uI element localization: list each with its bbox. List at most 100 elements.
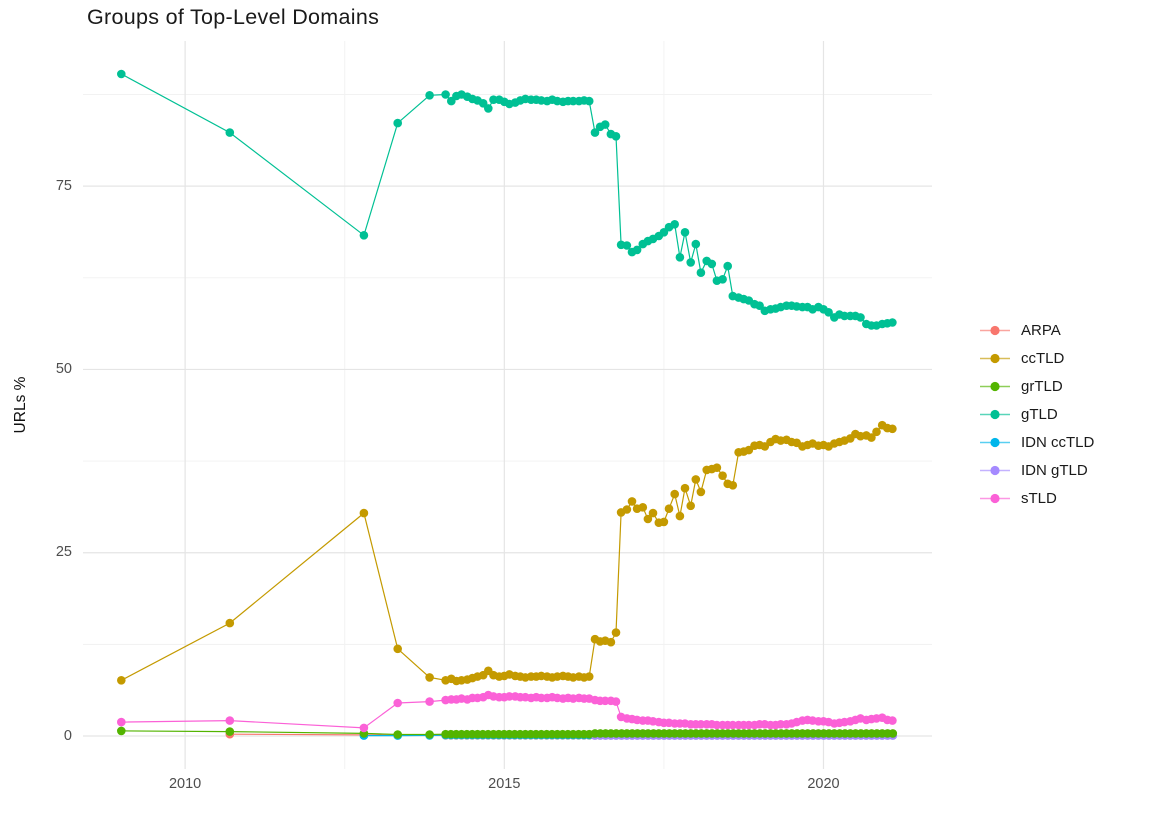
x-tick-label-2010: 2010: [168, 776, 202, 792]
data-point: [425, 730, 434, 739]
data-point: [670, 489, 679, 499]
data-point: [393, 118, 403, 128]
legend-item-grtld: grTLD: [980, 378, 1094, 395]
data-point: [117, 726, 126, 736]
data-point: [872, 427, 881, 437]
legend: ARPA ccTLD grTLD gTLD IDN ccTLD IDN gTLD sTLD: [980, 322, 1094, 507]
data-point: [643, 514, 653, 524]
data-point: [590, 128, 600, 137]
y-tick-label-0: 0: [63, 727, 72, 744]
data-point: [718, 275, 727, 284]
legend-label: IDN gTLD: [1021, 462, 1088, 479]
legend-item-idn-cctld: IDN ccTLD: [980, 434, 1094, 451]
legend-key-icon: [980, 465, 1010, 476]
legend-key-icon: [980, 409, 1010, 420]
series-stld: [117, 690, 897, 733]
data-point: [675, 511, 685, 521]
data-point: [632, 245, 642, 255]
data-point: [117, 69, 126, 79]
data-point: [359, 508, 369, 518]
data-point: [648, 508, 658, 518]
data-point: [691, 475, 701, 484]
data-point: [707, 259, 717, 269]
data-point: [441, 90, 450, 99]
data-point: [225, 618, 235, 628]
series-grtld: [117, 726, 898, 739]
data-point: [664, 504, 674, 513]
data-point: [670, 220, 679, 229]
data-point: [393, 730, 403, 739]
plot-panel: [83, 41, 932, 769]
data-point: [675, 253, 685, 262]
chart-title: Groups of Top-Level Domains: [87, 5, 380, 29]
data-point: [659, 517, 669, 527]
legend-key-icon: [980, 353, 1010, 364]
data-point: [856, 313, 865, 322]
series-gtld: [117, 69, 897, 330]
legend-item-idn-gtld: IDN gTLD: [980, 462, 1094, 479]
data-point: [225, 727, 235, 736]
legend-key-icon: [980, 437, 1010, 448]
legend-key-icon: [980, 381, 1010, 392]
data-point: [622, 241, 632, 250]
legend-label: gTLD: [1021, 406, 1058, 423]
data-point: [611, 132, 621, 141]
data-point: [425, 673, 434, 682]
legend-item-stld: sTLD: [980, 490, 1094, 507]
legend-label: sTLD: [1021, 490, 1057, 507]
data-point: [638, 503, 648, 512]
legend-label: ARPA: [1021, 322, 1061, 339]
data-point: [686, 258, 695, 267]
data-point: [117, 676, 126, 685]
series-cctld: [117, 420, 897, 686]
data-point: [484, 104, 493, 113]
legend-item-cctld: ccTLD: [980, 350, 1094, 367]
data-point: [888, 729, 898, 738]
data-point: [696, 268, 706, 277]
data-point: [718, 471, 727, 481]
y-tick-label-25: 25: [55, 544, 72, 561]
data-point: [888, 424, 897, 434]
data-point: [393, 644, 403, 654]
x-tick-label-2020: 2020: [807, 776, 840, 792]
legend-label: IDN ccTLD: [1021, 434, 1095, 451]
data-point: [611, 697, 621, 706]
legend-item-arpa: ARPA: [980, 322, 1094, 339]
y-tick-label-50: 50: [55, 360, 72, 377]
data-point: [686, 501, 695, 511]
data-point: [584, 672, 594, 681]
legend-key-icon: [980, 493, 1010, 504]
data-point: [359, 231, 369, 240]
data-point: [611, 628, 621, 637]
y-tick-label-75: 75: [55, 177, 72, 194]
data-point: [359, 723, 369, 733]
data-point: [888, 716, 897, 725]
data-point: [606, 637, 616, 647]
legend-item-gtld: gTLD: [980, 406, 1094, 423]
data-point: [728, 481, 738, 490]
data-point: [584, 96, 594, 106]
data-point: [425, 91, 434, 100]
legend-label: grTLD: [1021, 378, 1063, 395]
data-point: [627, 497, 637, 506]
data-point: [425, 697, 434, 706]
data-point: [888, 318, 897, 327]
legend-key-icon: [980, 325, 1010, 336]
data-point: [622, 505, 632, 514]
data-point: [712, 463, 722, 473]
data-point: [824, 308, 833, 317]
data-point: [691, 239, 701, 249]
data-point: [393, 698, 403, 708]
data-point: [867, 433, 876, 442]
x-tick-label-2015: 2015: [488, 776, 521, 792]
data-point: [723, 261, 732, 271]
data-point: [117, 717, 126, 727]
data-point: [680, 483, 690, 493]
data-point: [680, 228, 690, 237]
data-point: [225, 716, 235, 725]
data-point: [600, 120, 610, 129]
data-point: [696, 487, 706, 497]
legend-label: ccTLD: [1021, 350, 1065, 367]
series-line: [121, 73, 893, 327]
